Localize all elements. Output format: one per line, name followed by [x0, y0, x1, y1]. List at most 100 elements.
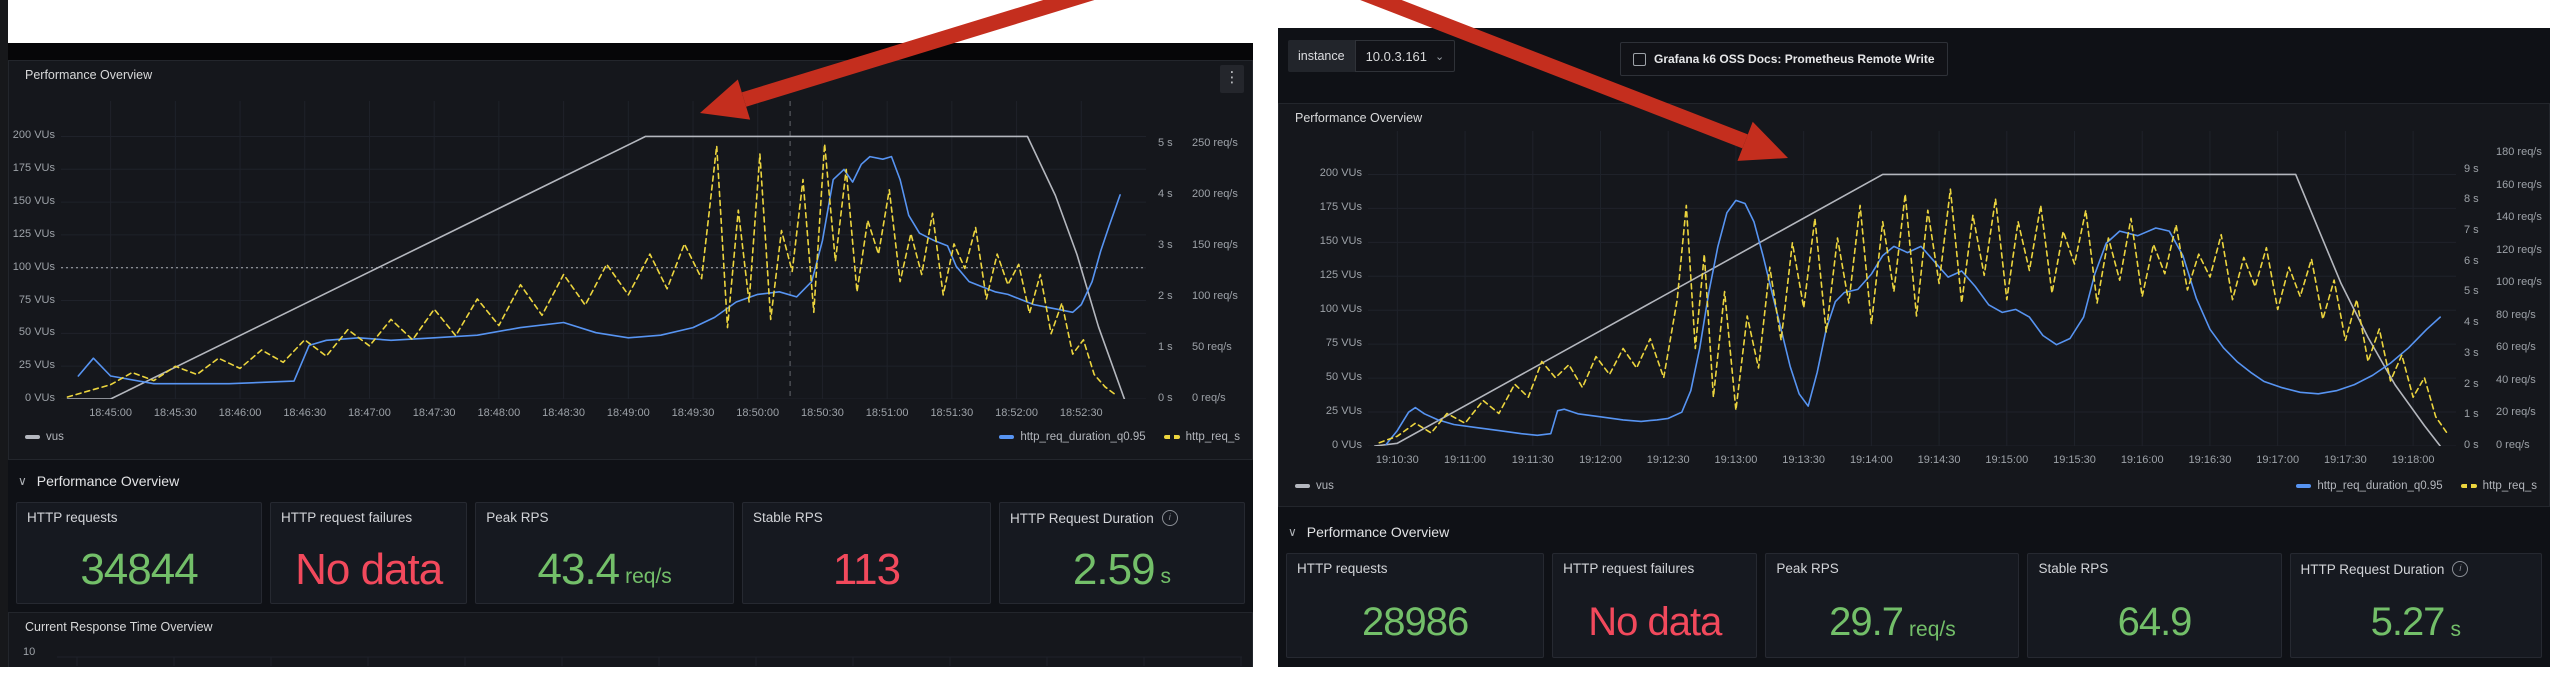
stat-value-number: 43.4 [537, 545, 620, 594]
x-axis-label: 18:48:00 [477, 407, 521, 419]
x-axis-label: 18:52:00 [995, 407, 1038, 419]
y-axis-label: 50 VUs [18, 326, 55, 339]
x-axis-label: 18:45:00 [89, 407, 133, 419]
x-axis-label: 18:47:00 [348, 407, 391, 419]
y-axis-label: 50 VUs [1325, 371, 1362, 384]
x-axis-label: 19:11:30 [1511, 454, 1554, 466]
right-axis-seconds-label: 3 s [2464, 346, 2479, 359]
right-axis-seconds-label: 2 s [1158, 289, 1173, 302]
stat-label: Stable RPS [753, 510, 823, 525]
right-axis-seconds-label: 4 s [2464, 316, 2479, 329]
vus-swatch-icon [1295, 484, 1310, 488]
docs-dashboard-link[interactable]: Grafana k6 OSS Docs: Prometheus Remote W… [1620, 42, 1948, 76]
stat-value-unit: req/s [1909, 617, 1956, 641]
stat-label: HTTP request failures [1563, 561, 1694, 576]
y-axis-label: 150 VUs [12, 195, 55, 208]
chart-legend: vus http_req_duration_q0.95 http_req_s [1295, 480, 2537, 492]
stat-label: Stable RPS [2038, 561, 2108, 576]
y-axis-label: 75 VUs [18, 293, 55, 306]
stats-row: HTTP requests 34844 HTTP request failures N… [16, 502, 1245, 604]
stat-panel: Stable RPS 64.9 [2027, 553, 2282, 658]
row-header-performance-overview[interactable]: ∨ Performance Overview [18, 473, 180, 489]
stat-label: HTTP Request Duration i [1010, 510, 1178, 526]
series-http-req-duration-q0-95 [1385, 199, 2441, 446]
right-axis-reqs-label: 150 req/s [1192, 238, 1238, 251]
panel-menu-icon[interactable]: ⋮ [1220, 65, 1244, 93]
stat-panel: HTTP request failures No data [1552, 553, 1758, 658]
right-axis-seconds-label: 4 s [1158, 187, 1173, 200]
x-axis-label: 18:49:00 [606, 407, 650, 419]
info-icon[interactable]: i [1161, 510, 1178, 526]
right-axis-reqs-label: 60 req/s [2496, 341, 2536, 354]
x-axis-label: 19:12:30 [1646, 454, 1690, 466]
stat-value-number: 29.7 [1829, 600, 1904, 644]
panel-title[interactable]: Performance Overview [25, 68, 153, 82]
x-axis-label: 19:16:30 [2188, 454, 2232, 466]
y-axis-label: 25 VUs [1325, 405, 1362, 418]
legend-item-http-req-duration[interactable]: http_req_duration_q0.95 [999, 431, 1146, 443]
stat-label-text: Peak RPS [486, 510, 549, 525]
x-axis-label: 18:52:30 [1059, 407, 1103, 419]
y-axis-label: 125 VUs [12, 227, 55, 240]
row-header-performance-overview[interactable]: ∨ Performance Overview [1288, 524, 1450, 540]
right-axis-reqs-label: 20 req/s [2496, 406, 2536, 419]
y-axis-label: 200 VUs [12, 129, 55, 142]
x-axis-label: 18:47:30 [412, 407, 456, 419]
right-axis-reqs-label: 120 req/s [2496, 243, 2542, 256]
right-axis-seconds-label: 3 s [1158, 238, 1173, 251]
vus-swatch-icon [25, 435, 40, 439]
panel-title[interactable]: Performance Overview [1295, 111, 1423, 125]
right-axis-reqs-label: 100 req/s [2496, 276, 2542, 289]
legend-item-vus[interactable]: vus [1295, 480, 1334, 492]
right-axis-reqs-label: 50 req/s [1192, 340, 1232, 353]
x-axis-label: 19:17:00 [2256, 454, 2300, 466]
y-axis-label: 0 VUs [1332, 439, 1362, 451]
performance-overview-chart-panel: Performance Overview vus http_req_durati… [1278, 103, 2550, 507]
duration-swatch-icon [999, 435, 1015, 439]
right-axis-seconds-label: 1 s [2464, 408, 2479, 421]
stats-row: HTTP requests 28986 HTTP request failures N… [1286, 553, 2542, 658]
stat-label-text: Peak RPS [1776, 561, 1839, 576]
y-axis-label: 125 VUs [1319, 269, 1362, 282]
x-axis-label: 19:13:30 [1782, 454, 1826, 466]
right-axis-seconds-label: 0 s [2464, 439, 2479, 451]
right-axis-reqs-label: 40 req/s [2496, 373, 2536, 386]
stat-label: HTTP Request Duration i [2301, 561, 2469, 577]
info-icon[interactable]: i [2452, 561, 2469, 577]
right-axis-reqs-label: 0 req/s [1192, 392, 1226, 404]
stat-panel: HTTP requests 28986 [1286, 553, 1545, 658]
legend-item-http-req-s[interactable]: http_req_s [1163, 431, 1240, 443]
stat-label-text: HTTP request failures [1563, 561, 1695, 576]
chart-plot-area [61, 101, 1146, 400]
instance-variable-dropdown[interactable]: instance 10.0.3.161 ⌄ [1288, 40, 1456, 72]
stat-value: 64.9 [2028, 588, 2280, 657]
rps-swatch-icon [2460, 484, 2477, 488]
panel-title[interactable]: Current Response Time Overview [25, 620, 213, 634]
right-axis-seconds-label: 5 s [1158, 136, 1173, 149]
right-axis-reqs-label: 180 req/s [2496, 146, 2542, 159]
stat-label: HTTP requests [1297, 561, 1388, 576]
stat-label-text: HTTP Request Duration [1009, 510, 1154, 526]
legend-item-http-req-duration[interactable]: http_req_duration_q0.95 [2296, 480, 2443, 492]
stat-label-text: HTTP Request Duration [2300, 561, 2445, 577]
y-axis-label: 175 VUs [12, 162, 55, 175]
legend-item-http-req-s[interactable]: http_req_s [2460, 480, 2537, 492]
series-http-req-s [66, 143, 1117, 398]
rps-swatch-icon [1163, 435, 1180, 439]
right-axis-seconds-label: 6 s [2464, 254, 2479, 267]
series-vus [1374, 173, 2441, 447]
stat-value-number: 113 [832, 545, 901, 594]
right-dashboard: instance 10.0.3.161 ⌄ Grafana k6 OSS Doc… [1278, 28, 2550, 667]
stat-value-unit: req/s [625, 565, 672, 588]
right-axis-seconds-label: 0 s [1158, 392, 1173, 404]
right-axis-seconds-label: 1 s [1158, 340, 1173, 353]
right-axis-reqs-label: 160 req/s [2496, 178, 2542, 191]
legend-item-vus[interactable]: vus [25, 431, 64, 443]
x-axis-label: 19:18:00 [2391, 454, 2435, 466]
stat-value: 2.59 s [1000, 537, 1244, 603]
x-axis-label: 19:13:00 [1714, 454, 1758, 466]
left-dashboard-top-strip [8, 43, 1253, 60]
stat-value-number: 2.59 [1072, 545, 1156, 594]
chart-svg [1368, 131, 2456, 447]
variable-label: instance [1288, 40, 1355, 72]
